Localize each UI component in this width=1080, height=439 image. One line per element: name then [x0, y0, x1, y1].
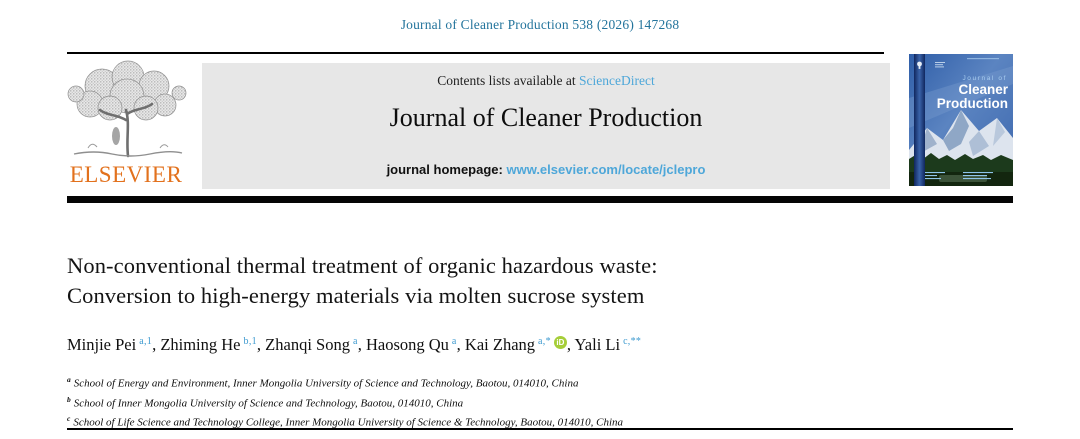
sciencedirect-link[interactable]: ScienceDirect	[579, 73, 655, 88]
elsevier-tree-icon	[67, 60, 187, 158]
homepage-line: journal homepage: www.elsevier.com/locat…	[202, 162, 890, 177]
affiliation: b School of Inner Mongolia University of …	[67, 394, 464, 410]
author-name: Zhiming He	[160, 335, 241, 354]
journal-reference-link[interactable]: Journal of Cleaner Production 538 (2026)…	[400, 17, 680, 32]
author-name: Haosong Qu	[365, 335, 449, 354]
affiliation-superscript: a	[67, 375, 71, 384]
cover-production-text: Production	[937, 96, 1008, 111]
article-title: Non-conventional thermal treatment of or…	[67, 251, 658, 310]
author-superscript: a	[352, 335, 358, 347]
header-divider-bar	[67, 196, 1013, 203]
elsevier-wordmark: ELSEVIER	[69, 162, 183, 187]
author-superscript: b,1	[243, 335, 257, 347]
homepage-link[interactable]: www.elsevier.com/locate/jclepro	[506, 162, 706, 177]
journal-banner: Contents lists available at ScienceDirec…	[202, 63, 890, 189]
article-title-line2: Conversion to high-energy materials via …	[67, 282, 645, 308]
affiliation: a School of Energy and Environment, Inner…	[67, 375, 579, 390]
author-name: Yali Li	[574, 335, 621, 354]
elsevier-logo: ELSEVIER	[64, 60, 188, 190]
article-title-line1: Non-conventional thermal treatment of or…	[67, 253, 658, 278]
affiliation-superscript: c	[67, 414, 71, 424]
orcid-icon[interactable]: iD	[553, 336, 567, 349]
author-superscript: a,*	[538, 335, 551, 347]
homepage-label: journal homepage:	[386, 162, 507, 177]
contents-text: Contents lists available at	[437, 73, 579, 88]
author-name: Minjie Pei	[67, 335, 137, 354]
journal-cover-thumbnail: Journal of Cleaner Production	[909, 54, 1013, 186]
author-superscript: a,1	[139, 335, 153, 347]
author-superscript: a	[451, 335, 457, 347]
journal-title: Journal of Cleaner Production	[389, 103, 703, 132]
affiliation: c School of Life Science and Technology C…	[67, 414, 624, 429]
cover-cleaner-text: Cleaner	[958, 82, 1008, 97]
author-superscript: c,**	[623, 335, 642, 347]
author-name: Zhanqi Song	[265, 335, 350, 354]
contents-line: Contents lists available at ScienceDirec…	[202, 73, 890, 89]
author: Haosong Qu a	[366, 335, 457, 354]
affiliation-list: a School of Energy and Environment, Inner…	[67, 372, 623, 431]
author: Yali Li c,**	[575, 335, 642, 354]
author: Minjie Pei a,1	[67, 335, 152, 354]
author: Kai Zhang a,* iD	[465, 335, 567, 354]
author: Zhiming He b,1	[160, 335, 257, 354]
affiliation-superscript: b	[67, 394, 71, 404]
top-rule	[67, 52, 884, 54]
bottom-rule	[67, 428, 1013, 430]
cover-art: Journal of Cleaner Production	[909, 54, 1013, 186]
author-list: Minjie Pei a,1, Zhiming He b,1, Zhanqi Son…	[67, 335, 642, 354]
cover-journal-of-text: Journal of	[962, 75, 1007, 82]
author: Zhanqi Song a	[265, 335, 358, 354]
author-name: Kai Zhang	[464, 335, 536, 354]
